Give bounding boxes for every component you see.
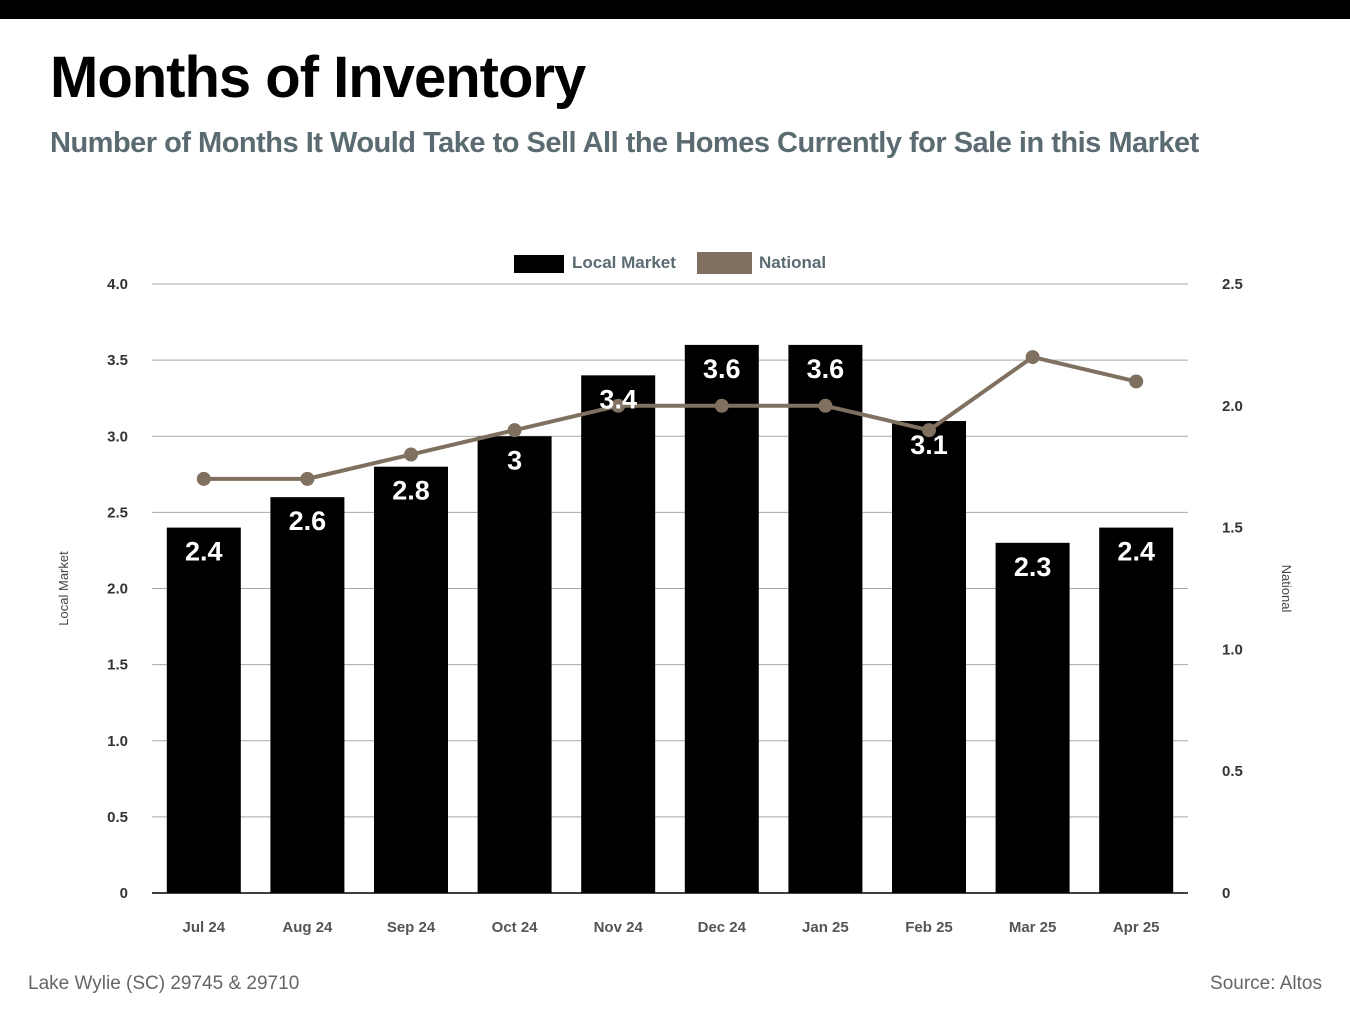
x-axis-tick-label: Aug 24 [282, 919, 333, 936]
x-axis-tick-label: Feb 25 [905, 919, 953, 936]
national-point [300, 471, 315, 486]
bar-nov-24 [581, 375, 656, 894]
top-bar [0, 0, 1350, 19]
y-axis-right-tick-label: 1.0 [1222, 641, 1243, 658]
y-axis-tick-label: 4.0 [107, 276, 128, 293]
months-of-inventory-chart: 0 0.5 1.0 1.5 2.0 2.5 3.0 3.5 4.0 0 0.5 1.0 1.5 2.0 2.… [56, 252, 1294, 936]
bar-aug-24 [270, 497, 345, 893]
bar-data-label: 3.6 [807, 354, 845, 384]
y-axis-tick-label: 3.0 [107, 428, 128, 445]
y-axis-right-title: National [1279, 565, 1294, 613]
national-point [611, 398, 626, 413]
y-axis-tick-label: 3.5 [107, 352, 128, 369]
x-axis-tick-label: Dec 24 [698, 919, 747, 936]
y-axis-tick-label: 2.5 [107, 504, 128, 521]
x-axis-tick-label: Jul 24 [183, 919, 226, 936]
bar-data-label: 3 [507, 445, 522, 475]
legend-label-national: National [759, 253, 826, 272]
x-axis-tick-label: Jan 25 [802, 919, 849, 936]
bar-apr-25 [1099, 527, 1174, 893]
national-point [922, 423, 936, 438]
y-axis-title: Local Market [56, 551, 71, 626]
market-location: Lake Wylie (SC) 29745 & 29710 [28, 973, 300, 994]
bar-dec-24 [684, 344, 759, 893]
y-axis-right-tick-label: 0 [1222, 885, 1230, 902]
bar-data-label: 2.8 [392, 476, 430, 506]
x-axis-tick-label: Nov 24 [594, 919, 644, 936]
x-axis-tick-label: Sep 24 [387, 919, 436, 936]
bar-sep-24 [374, 466, 448, 893]
national-point [404, 447, 418, 462]
page-subtitle: Number of Months It Would Take to Sell A… [50, 127, 1199, 159]
y-axis-tick-label: 2.0 [107, 581, 128, 598]
y-axis-tick-label: 1.0 [107, 733, 128, 750]
national-point [196, 471, 211, 486]
national-point [714, 398, 729, 413]
national-point [1025, 350, 1040, 365]
legend-label-local-market: Local Market [572, 253, 676, 272]
national-point [818, 398, 833, 413]
x-axis-tick-label: Oct 24 [492, 919, 539, 936]
bar-data-label: 3.4 [599, 384, 637, 414]
bar-jan-25 [788, 344, 863, 893]
y-axis-right-tick-label: 2.5 [1222, 276, 1243, 293]
page-title: Months of Inventory [50, 45, 586, 110]
y-axis-right-tick-label: 2.0 [1222, 398, 1243, 415]
bar-mar-25 [995, 542, 1070, 893]
legend-swatch-national [697, 252, 752, 274]
x-axis-tick-label: Apr 25 [1113, 919, 1160, 936]
x-axis-tick-label: Mar 25 [1009, 919, 1057, 936]
bar-data-label: 2.3 [1014, 552, 1052, 582]
bar-data-label: 2.4 [185, 537, 223, 567]
y-axis-tick-label: 0.5 [107, 809, 128, 826]
y-axis-right-tick-label: 1.5 [1222, 520, 1243, 537]
national-series-line [203, 355, 1137, 481]
bar-data-label: 3.1 [910, 430, 948, 460]
data-source: Source: Altos [1210, 973, 1322, 994]
bar-oct-24 [477, 436, 552, 893]
bar-feb-25 [892, 421, 966, 893]
y-axis-right-tick-label: 0.5 [1222, 763, 1243, 780]
y-axis-tick-label: 0 [120, 885, 128, 902]
bar-data-label: 3.6 [703, 354, 741, 384]
y-axis-tick-label: 1.5 [107, 657, 128, 674]
bar-data-label: 2.4 [1117, 537, 1155, 567]
legend-swatch-local-market [514, 255, 564, 273]
national-point [1129, 374, 1144, 389]
bar-data-label: 2.6 [289, 506, 327, 536]
national-point [507, 423, 522, 438]
bar-jul-24 [166, 527, 241, 893]
